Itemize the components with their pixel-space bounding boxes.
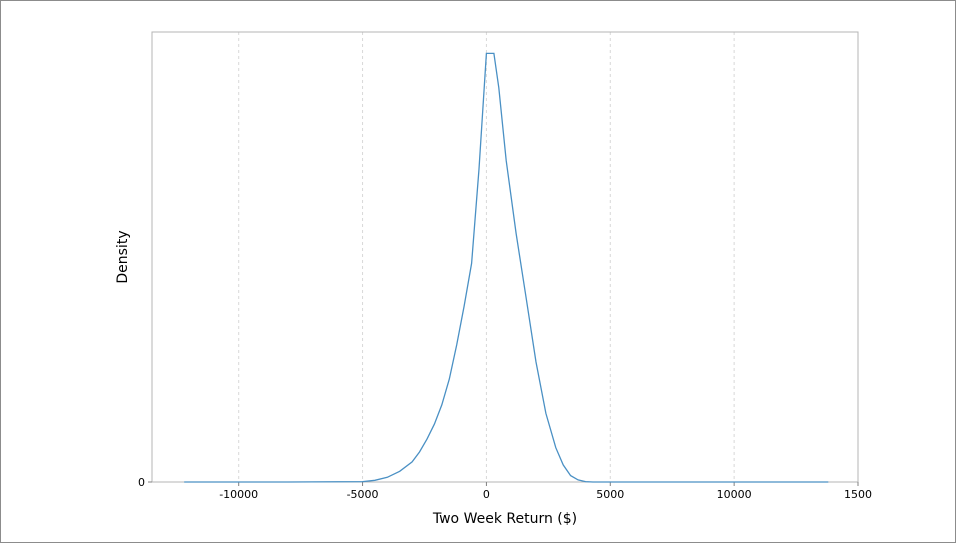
y-tick-label: 0 — [138, 476, 145, 489]
x-tick-label: 1500 — [844, 488, 872, 501]
density-series-line — [184, 52, 829, 483]
x-axis: -10000 -5000 0 5000 10000 1500 — [219, 482, 872, 501]
grid-lines — [238, 32, 859, 482]
x-axis-title: Two Week Return ($) — [432, 511, 577, 527]
y-axis: 0 — [138, 476, 152, 489]
x-tick-label: 0 — [483, 488, 490, 501]
y-axis-title: Density — [115, 230, 131, 283]
x-tick-label: -10000 — [219, 488, 258, 501]
x-tick-label: -5000 — [347, 488, 379, 501]
plot-area — [151, 31, 859, 483]
x-tick-label: 10000 — [717, 488, 752, 501]
x-tick-label: 5000 — [596, 488, 624, 501]
